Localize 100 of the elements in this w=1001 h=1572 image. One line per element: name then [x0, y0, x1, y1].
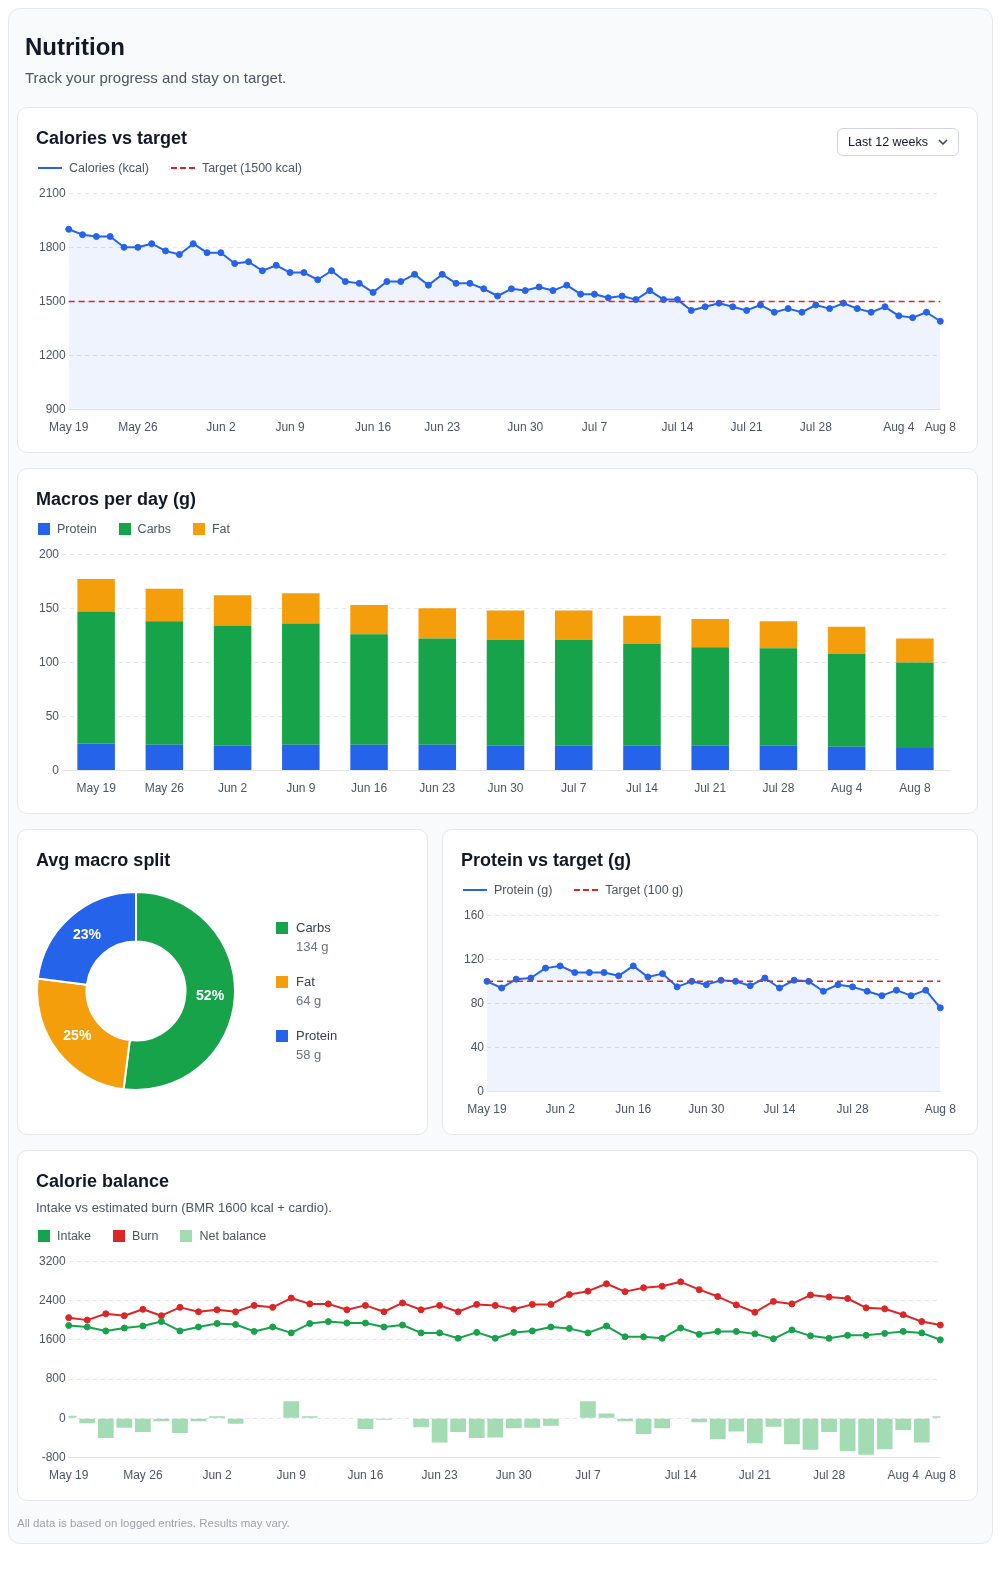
bar — [97, 1418, 114, 1438]
point — [250, 1301, 258, 1309]
bar — [827, 626, 866, 654]
point — [139, 1322, 147, 1330]
x-tick-label: Jun 9 — [286, 781, 316, 796]
bar — [623, 615, 661, 645]
data-label: 23% — [72, 926, 102, 943]
legend-label: Fat — [296, 974, 316, 989]
y-tick-label: 2400 — [38, 1292, 67, 1307]
point — [491, 1334, 499, 1342]
bar — [895, 1418, 912, 1431]
y-tick-label: 80 — [470, 995, 485, 1010]
y-tick-label: 1600 — [38, 1332, 67, 1347]
x-tick-label: Jul 28 — [813, 1468, 846, 1483]
point — [658, 970, 666, 978]
point — [922, 986, 930, 994]
point — [157, 1312, 165, 1320]
point — [807, 1332, 814, 1340]
bar — [413, 1418, 429, 1428]
point — [673, 983, 681, 991]
y-tick-label: 40 — [470, 1039, 485, 1054]
point — [361, 1319, 369, 1327]
point — [306, 1300, 314, 1308]
y-tick-label: 120 — [463, 951, 485, 966]
y-tick-label: 0 — [477, 1083, 485, 1098]
x-tick-label: Jun 16 — [355, 420, 392, 435]
point — [677, 1324, 685, 1332]
point — [417, 1329, 425, 1337]
point — [527, 974, 535, 982]
point — [250, 1327, 258, 1335]
point — [907, 992, 915, 1000]
x-tick-label: Aug 8 — [899, 781, 931, 796]
bar — [450, 1418, 467, 1433]
bar — [542, 1418, 559, 1426]
point — [324, 1318, 332, 1326]
bar — [896, 662, 934, 748]
bar — [418, 744, 457, 771]
bar — [418, 608, 457, 639]
bar — [765, 1418, 782, 1427]
legend-label: Protein — [296, 1028, 338, 1043]
point — [825, 1334, 833, 1342]
bar — [759, 745, 798, 771]
bar — [691, 745, 729, 771]
x-tick-label: Jun 23 — [421, 1468, 458, 1483]
x-tick-label: May 19 — [49, 420, 89, 435]
point — [399, 1321, 407, 1329]
bar — [350, 605, 388, 635]
bar — [896, 747, 934, 771]
x-tick-label: Aug 4 — [830, 781, 863, 796]
point — [621, 1288, 629, 1296]
point — [732, 1301, 740, 1309]
chart-title: Avg macro split — [36, 850, 171, 871]
point — [695, 1330, 703, 1338]
x-tick-label: May 26 — [118, 420, 158, 435]
point — [454, 1334, 462, 1342]
bar — [79, 1418, 96, 1424]
x-tick-label: Jun 30 — [495, 1468, 533, 1483]
bar — [635, 1418, 652, 1435]
bar — [821, 1418, 837, 1433]
bar — [896, 638, 934, 663]
point — [195, 1323, 203, 1331]
y-tick-label: 2100 — [38, 185, 67, 200]
bar — [858, 1418, 875, 1455]
point — [892, 986, 900, 994]
legend-label: Intake — [57, 1229, 92, 1243]
point — [157, 1318, 165, 1326]
point — [343, 1306, 351, 1314]
point — [862, 1331, 870, 1339]
point — [454, 1308, 462, 1316]
point — [556, 962, 564, 970]
point — [936, 1336, 944, 1344]
x-tick-label: Jul 14 — [763, 1102, 796, 1117]
bar — [709, 1418, 726, 1439]
text: 134 g — [296, 939, 330, 954]
bar — [827, 746, 866, 771]
x-tick-label: Jun 16 — [615, 1102, 652, 1117]
legend-label: Carbs — [137, 522, 171, 536]
y-tick-label: 1800 — [38, 239, 67, 254]
x-tick-label: Aug 8 — [924, 1468, 957, 1483]
bar — [487, 1418, 504, 1438]
x-tick-label: Jul 21 — [694, 781, 727, 796]
bar — [554, 745, 593, 771]
point — [881, 1305, 889, 1313]
point — [232, 1321, 240, 1329]
x-tick-label: Jun 2 — [217, 781, 248, 796]
x-tick-label: Jul 7 — [581, 420, 608, 435]
point — [399, 1299, 407, 1307]
point — [878, 992, 886, 1000]
x-tick-label: Jun 30 — [507, 420, 544, 435]
point — [417, 1306, 425, 1314]
point — [862, 1304, 870, 1312]
bar — [77, 611, 115, 744]
text: All data is based on logged entries. Results may vary. — [17, 1517, 291, 1529]
point — [807, 1291, 814, 1299]
point — [380, 1308, 388, 1316]
point — [120, 1324, 128, 1332]
x-tick-label: Jul 14 — [661, 420, 694, 435]
y-tick-label: 200 — [38, 546, 60, 561]
point — [714, 1327, 722, 1335]
point — [644, 973, 652, 981]
